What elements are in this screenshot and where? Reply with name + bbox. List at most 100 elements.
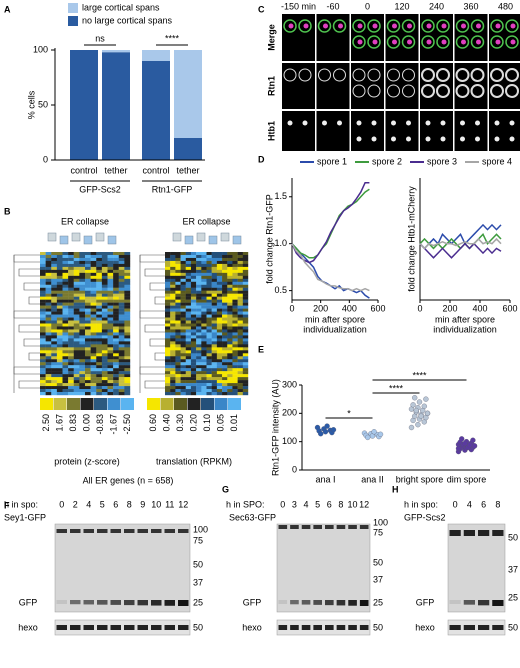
heatmap-cell: [101, 266, 108, 271]
heatmap-cell: [242, 260, 249, 265]
scale-label: -2.50: [122, 414, 132, 435]
heatmap-cell: [90, 308, 97, 312]
heatmap-cell: [201, 386, 207, 390]
series-line: [291, 188, 370, 259]
heatmap-cell: [118, 377, 125, 381]
legend-label: large cortical spans: [82, 2, 160, 12]
heatmap-cell: [62, 284, 69, 288]
nucleus: [302, 120, 308, 126]
heatmap-cell: [124, 260, 131, 265]
heatmap-cell: [51, 359, 58, 363]
heatmap-cell: [79, 356, 86, 360]
heatmap-cell: [180, 269, 186, 274]
heatmap-cell: [79, 263, 86, 268]
heatmap-cell: [196, 266, 202, 271]
nucleus: [372, 23, 378, 29]
heatmap-cell: [206, 377, 212, 381]
heatmap-cell: [107, 320, 114, 324]
heatmap-cell: [45, 260, 52, 265]
lane-label: 4: [304, 499, 309, 509]
heatmap-cell: [90, 257, 97, 262]
heatmap-cell: [170, 341, 176, 345]
legend-label: spore 3: [427, 156, 457, 166]
lane-label: 4: [467, 499, 472, 509]
heatmap-cell: [73, 263, 80, 268]
panel-label: A: [4, 4, 11, 14]
data-point: [462, 440, 468, 447]
x-tick-label: 400: [472, 303, 487, 313]
heatmap-cell: [101, 302, 108, 306]
heatmap-cell: [118, 296, 125, 300]
heatmap-cell: [62, 368, 69, 372]
cell: [455, 84, 470, 98]
heatmap-cell: [196, 335, 202, 339]
heatmap-cell: [56, 260, 63, 265]
heatmap-cell: [107, 356, 114, 360]
heatmap-cell: [62, 380, 69, 384]
heatmap-cell: [85, 368, 91, 372]
band: [449, 600, 461, 604]
heatmap-cell: [211, 254, 218, 259]
heatmap-cell: [62, 329, 69, 333]
cell: [455, 68, 470, 82]
heatmap-cell: [227, 374, 233, 378]
dendrogram: [154, 296, 165, 305]
heatmap-cell: [68, 284, 74, 288]
scale-swatch: [174, 398, 187, 410]
cell: [401, 19, 416, 33]
heatmap-cell: [165, 266, 171, 271]
heatmap-cell: [175, 377, 181, 381]
heatmap-cell: [237, 332, 244, 336]
dendrogram: [139, 310, 165, 319]
heatmap-cell: [56, 257, 63, 262]
heatmap-cell: [216, 269, 223, 274]
heatmap-cell: [45, 341, 52, 345]
heatmap-cell: [216, 260, 223, 265]
heatmap-cell: [196, 257, 202, 262]
heatmap-cell: [90, 269, 97, 274]
heatmap-cell: [85, 263, 91, 268]
heatmap-cell: [68, 305, 74, 309]
heatmap-cell: [222, 353, 228, 357]
heatmap-cell: [73, 326, 80, 330]
heatmap-cell: [211, 335, 218, 339]
heatmap-cell: [211, 257, 218, 262]
heatmap-cell: [227, 335, 233, 339]
heatmap-cell: [124, 380, 131, 384]
heatmap-cell: [222, 272, 228, 277]
heatmap-cell: [165, 260, 171, 265]
heatmap-cell: [165, 344, 171, 348]
heatmap-cell: [51, 266, 58, 271]
heatmap-cell: [175, 252, 181, 256]
heatmap-cell: [107, 311, 114, 315]
heatmap-cell: [180, 359, 186, 363]
heatmap-cell: [206, 290, 212, 294]
lane-label: 11: [165, 499, 174, 509]
heatmap-cell: [216, 350, 223, 354]
heatmap-cell: [118, 260, 125, 265]
heatmap-cell: [227, 266, 233, 271]
band: [301, 525, 311, 529]
heatmap-cell: [180, 278, 186, 282]
heatmap-cell: [242, 257, 249, 262]
heatmap-cell: [118, 326, 125, 330]
heatmap-cell: [242, 263, 249, 268]
heatmap-cell: [68, 263, 74, 268]
heatmap-cell: [56, 320, 63, 324]
heatmap-cell: [113, 371, 119, 375]
data-point: [408, 424, 415, 431]
heatmap-cell: [101, 296, 108, 300]
heatmap-cell: [196, 272, 202, 277]
heatmap-cell: [232, 275, 238, 280]
heatmap-cell: [73, 323, 80, 327]
x-tick-label: dim spore: [447, 474, 487, 484]
nucleus: [406, 136, 411, 142]
heatmap-cell: [190, 392, 197, 396]
band: [83, 625, 94, 630]
heatmap-cell: [175, 392, 181, 396]
mw-marker: 50: [373, 622, 383, 632]
time-axis-label: h in spo:: [404, 499, 438, 509]
heatmap-cell: [90, 353, 97, 357]
heatmap-cell: [206, 356, 212, 360]
band: [70, 529, 81, 533]
